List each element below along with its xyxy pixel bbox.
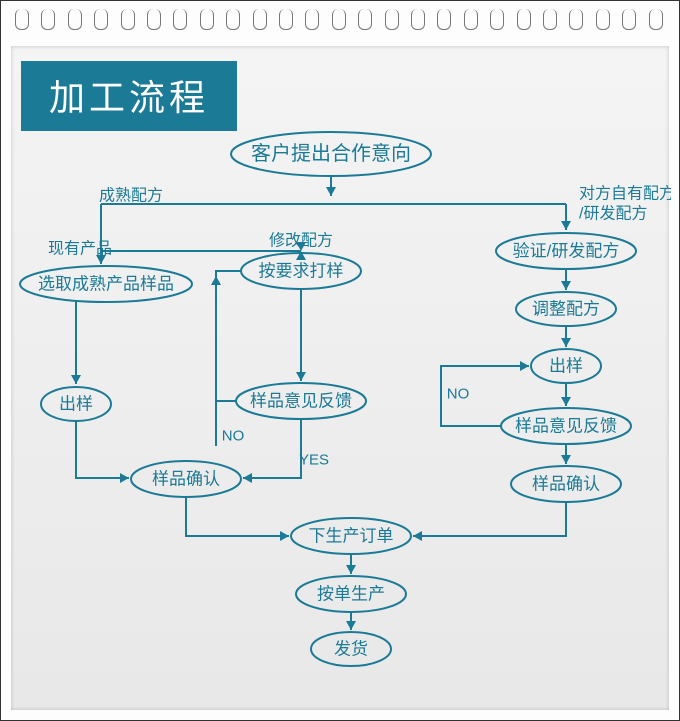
node-label-prod: 按单生产 (317, 585, 385, 604)
edge-label: YES (299, 452, 329, 469)
node-label-fb1: 样品意见反馈 (250, 392, 352, 411)
node-label-out1: 出样 (59, 395, 93, 414)
node-label-fb2: 样品意见反馈 (515, 417, 617, 436)
notebook-frame: 加工流程 客户提出合作意向验证/研发配方选取成熟产品样品按要求打样调整配方出样样… (0, 0, 680, 721)
node-label-select: 选取成熟产品样品 (38, 274, 174, 294)
node-label-ship: 发货 (334, 640, 368, 659)
edge-label: 成熟配方 (99, 187, 163, 205)
page-background: 加工流程 客户提出合作意向验证/研发配方选取成熟产品样品按要求打样调整配方出样样… (11, 46, 669, 710)
node-label-sample: 按要求打样 (259, 262, 344, 281)
spiral-binding (1, 1, 679, 41)
node-label-start: 客户提出合作意向 (251, 142, 411, 165)
edge-label: /研发配方 (579, 205, 647, 223)
node-label-conf1: 样品确认 (152, 470, 220, 489)
node-label-out2: 出样 (549, 357, 583, 376)
node-label-conf2: 样品确认 (532, 475, 600, 494)
edge-label: 修改配方 (269, 232, 333, 250)
edge-label: 对方自有配方 (579, 185, 671, 203)
node-label-order: 下生产订单 (309, 527, 394, 546)
node-label-adjust: 调整配方 (532, 300, 600, 319)
edge-label: NO (447, 386, 470, 403)
edge-label: 现有产品 (48, 240, 112, 258)
flowchart: 客户提出合作意向验证/研发配方选取成熟产品样品按要求打样调整配方出样样品意见反馈… (11, 46, 671, 716)
edge-label: NO (222, 428, 245, 445)
node-label-valid: 验证/研发配方 (513, 242, 620, 261)
